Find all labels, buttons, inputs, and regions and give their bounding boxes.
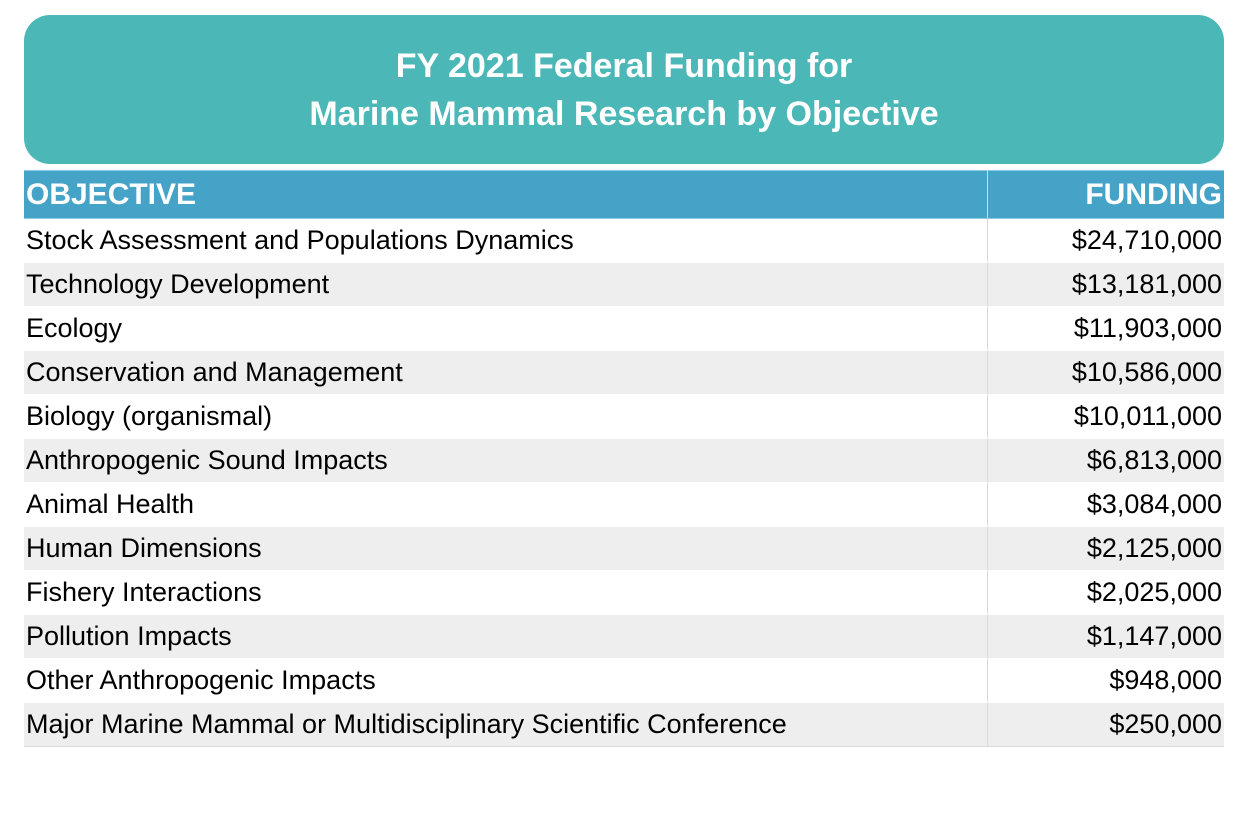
table-row: Ecology $11,903,000 <box>24 306 1224 351</box>
objective-cell: Animal Health <box>24 482 988 527</box>
title-line-1: FY 2021 Federal Funding for <box>395 46 853 85</box>
table-row: Other Anthropogenic Impacts $948,000 <box>24 658 1224 703</box>
table-row: Anthropogenic Sound Impacts $6,813,000 <box>24 438 1224 483</box>
funding-cell: $10,586,000 <box>987 350 1224 395</box>
table-row: Fishery Interactions $2,025,000 <box>24 570 1224 615</box>
objective-cell: Major Marine Mammal or Multidisciplinary… <box>24 702 988 747</box>
table-row: Biology (organismal) $10,011,000 <box>24 394 1224 439</box>
column-header-objective: OBJECTIVE <box>24 170 988 219</box>
funding-cell: $10,011,000 <box>987 394 1224 439</box>
table-row: Pollution Impacts $1,147,000 <box>24 614 1224 659</box>
funding-cell: $948,000 <box>987 658 1224 703</box>
table-row: Major Marine Mammal or Multidisciplinary… <box>24 702 1224 747</box>
funding-cell: $2,125,000 <box>987 526 1224 571</box>
objective-cell: Biology (organismal) <box>24 394 988 439</box>
funding-cell: $250,000 <box>987 702 1224 747</box>
objective-cell: Technology Development <box>24 262 988 307</box>
objective-cell: Fishery Interactions <box>24 570 988 615</box>
objective-cell: Conservation and Management <box>24 350 988 395</box>
table-row: Stock Assessment and Populations Dynamic… <box>24 218 1224 263</box>
title-line-2: Marine Mammal Research by Objective <box>309 94 939 133</box>
funding-table: OBJECTIVE FUNDING Stock Assessment and P… <box>24 170 1224 747</box>
table-row: Human Dimensions $2,125,000 <box>24 526 1224 571</box>
column-header-funding: FUNDING <box>987 170 1224 219</box>
table-header-row: OBJECTIVE FUNDING <box>24 170 1224 219</box>
objective-cell: Stock Assessment and Populations Dynamic… <box>24 218 988 263</box>
objective-cell: Ecology <box>24 306 988 351</box>
objective-cell: Human Dimensions <box>24 526 988 571</box>
funding-cell: $24,710,000 <box>987 218 1224 263</box>
funding-cell: $6,813,000 <box>987 438 1224 483</box>
table-row: Technology Development $13,181,000 <box>24 262 1224 307</box>
objective-cell: Anthropogenic Sound Impacts <box>24 438 988 483</box>
funding-cell: $1,147,000 <box>987 614 1224 659</box>
funding-cell: $11,903,000 <box>987 306 1224 351</box>
funding-cell: $13,181,000 <box>987 262 1224 307</box>
table-row: Animal Health $3,084,000 <box>24 482 1224 527</box>
table-row: Conservation and Management $10,586,000 <box>24 350 1224 395</box>
title-banner: FY 2021 Federal Funding for Marine Mamma… <box>24 15 1224 164</box>
objective-cell: Other Anthropogenic Impacts <box>24 658 988 703</box>
objective-cell: Pollution Impacts <box>24 614 988 659</box>
funding-cell: $3,084,000 <box>987 482 1224 527</box>
funding-cell: $2,025,000 <box>987 570 1224 615</box>
